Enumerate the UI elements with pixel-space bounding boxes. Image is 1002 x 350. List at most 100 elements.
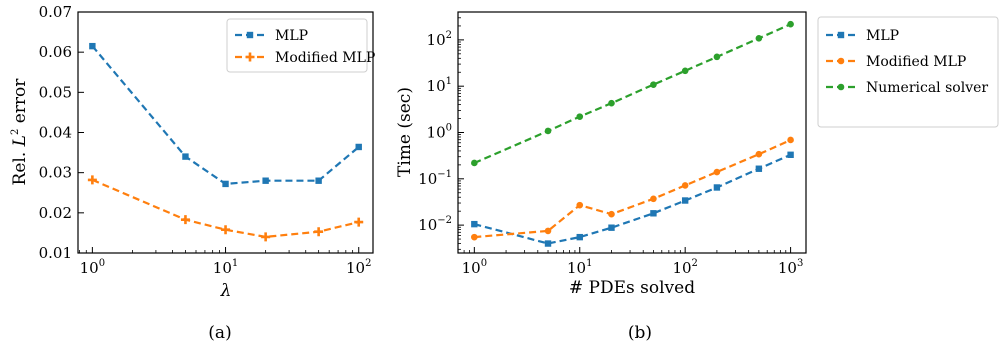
b-point-numerical-solver bbox=[755, 35, 763, 42]
b-point-numerical-solver bbox=[608, 99, 615, 107]
chart-a-legend: MLP Modified MLP bbox=[226, 18, 375, 73]
b-y-tick-label: 101 bbox=[427, 76, 452, 95]
chart-b-legend: MLP Modified MLP Numerical solver bbox=[817, 16, 999, 128]
a-y-tick-label: 0.06 bbox=[39, 43, 72, 61]
a-legend-marker-modified-mlp bbox=[245, 52, 255, 62]
b-point-modified-mlp bbox=[681, 182, 689, 189]
b-point-mlp bbox=[544, 240, 552, 247]
b-x-tick-label-base: 10 bbox=[567, 259, 586, 277]
b-point-numerical-solver bbox=[787, 20, 794, 28]
b-point-mlp bbox=[608, 224, 615, 231]
chart-a-y-axis-label-suffix: error bbox=[10, 78, 30, 129]
b-point-modified-mlp bbox=[544, 227, 552, 235]
chart-a-x-ticks: 100 101 102 bbox=[79, 247, 371, 277]
chart-b-x-ticks: 100 101 102 103 bbox=[457, 247, 803, 277]
b-y-tick-label-exp: −1 bbox=[437, 169, 452, 180]
a-x-tick-label: 101 bbox=[213, 258, 238, 277]
b-point-modified-mlp bbox=[471, 233, 478, 241]
chart-a-y-ticks: 0.01 0.02 0.03 0.04 0.05 0.06 0.07 bbox=[39, 3, 84, 262]
a-series-line-mlp bbox=[91, 45, 360, 186]
a-legend-marker-mlp bbox=[246, 31, 254, 39]
b-x-tick-label-base: 10 bbox=[462, 259, 481, 277]
b-y-tick-label-base: 10 bbox=[427, 124, 446, 142]
b-x-tick-label: 101 bbox=[567, 258, 592, 277]
chart-a-y-axis-label-sup: 2 bbox=[10, 129, 21, 135]
b-y-tick-label-base: 10 bbox=[427, 31, 446, 49]
a-point-mlp bbox=[315, 177, 322, 184]
chart-b-caption: (b) bbox=[628, 323, 652, 343]
b-point-numerical-solver bbox=[471, 159, 478, 167]
b-x-tick-label-base: 10 bbox=[672, 259, 691, 277]
a-x-tick-label-base: 10 bbox=[80, 259, 99, 277]
b-x-tick-label-exp: 2 bbox=[692, 258, 698, 269]
chart-a-y-axis-label: Rel. L2 error bbox=[10, 78, 30, 186]
b-y-tick-label-exp: 0 bbox=[446, 123, 452, 134]
b-legend-marker-modified-mlp bbox=[837, 57, 845, 65]
b-point-numerical-solver bbox=[681, 67, 689, 75]
b-y-tick-label-exp: 2 bbox=[446, 30, 452, 41]
b-point-mlp bbox=[681, 197, 689, 204]
b-series-line-mlp bbox=[474, 153, 792, 245]
chart-b-series bbox=[471, 20, 794, 247]
b-legend-label-modified-mlp: Modified MLP bbox=[866, 54, 966, 70]
a-point-modified-mlp bbox=[87, 175, 97, 185]
b-point-modified-mlp bbox=[576, 201, 584, 209]
chart-a-series bbox=[87, 42, 364, 242]
a-x-tick-label: 102 bbox=[346, 258, 371, 277]
a-y-tick-label: 0.03 bbox=[39, 164, 72, 182]
a-y-tick-label: 0.01 bbox=[39, 244, 72, 262]
b-legend-label-numerical-solver: Numerical solver bbox=[866, 80, 988, 96]
a-point-mlp bbox=[182, 153, 189, 160]
b-y-tick-label-exp: −2 bbox=[437, 215, 452, 226]
chart-b-y-axis-label: Time (sec) bbox=[395, 87, 415, 177]
a-x-tick-label-base: 10 bbox=[213, 259, 232, 277]
a-point-mlp bbox=[222, 180, 229, 188]
b-legend-marker-mlp bbox=[837, 31, 845, 39]
b-point-modified-mlp bbox=[755, 150, 763, 158]
b-y-tick-label: 10−1 bbox=[418, 169, 452, 188]
b-point-modified-mlp bbox=[608, 210, 615, 218]
a-point-modified-mlp bbox=[180, 215, 190, 225]
a-x-tick-label-base: 10 bbox=[346, 259, 365, 277]
chart-a-y-axis-label-math: L bbox=[10, 135, 30, 147]
a-y-tick-label: 0.05 bbox=[39, 83, 72, 101]
b-point-mlp bbox=[713, 184, 721, 191]
b-x-tick-label: 100 bbox=[462, 258, 487, 277]
b-point-mlp bbox=[650, 210, 657, 217]
a-y-tick-label: 0.07 bbox=[39, 3, 72, 21]
chart-b-legend-frame bbox=[817, 16, 999, 128]
b-point-numerical-solver bbox=[544, 127, 552, 135]
b-y-tick-label-base: 10 bbox=[427, 77, 446, 95]
a-y-tick-label: 0.02 bbox=[39, 204, 72, 222]
b-point-mlp bbox=[471, 220, 478, 228]
chart-a-y-axis-label-prefix: Rel. bbox=[10, 146, 30, 185]
chart-a-caption: (a) bbox=[208, 323, 231, 343]
b-x-tick-label-exp: 0 bbox=[481, 258, 487, 269]
a-point-mlp bbox=[262, 177, 269, 184]
b-y-tick-label: 102 bbox=[427, 30, 452, 49]
a-point-modified-mlp bbox=[314, 227, 324, 237]
b-series-line-modified-mlp bbox=[474, 138, 792, 239]
a-x-tick-label-exp: 2 bbox=[365, 258, 371, 269]
b-point-mlp bbox=[755, 165, 763, 172]
b-point-modified-mlp bbox=[713, 168, 721, 176]
a-series-line-modified-mlp bbox=[91, 178, 359, 239]
a-x-tick-label: 100 bbox=[80, 258, 105, 277]
a-point-mlp bbox=[355, 143, 362, 151]
b-x-tick-label: 103 bbox=[778, 258, 803, 277]
a-legend-label-mlp: MLP bbox=[275, 28, 308, 44]
b-y-tick-label: 100 bbox=[427, 123, 452, 142]
b-point-numerical-solver bbox=[713, 53, 721, 61]
b-x-tick-label-exp: 3 bbox=[797, 258, 803, 269]
b-point-modified-mlp bbox=[787, 136, 794, 144]
a-point-modified-mlp bbox=[261, 232, 271, 242]
chart-a-rel-l2-error: 0.010.020.030.040.050.060.07 100 101 102 R… bbox=[10, 3, 375, 343]
b-x-tick-label-exp: 1 bbox=[586, 258, 592, 269]
a-x-tick-label-exp: 0 bbox=[99, 258, 105, 269]
a-point-modified-mlp bbox=[221, 225, 231, 235]
b-point-modified-mlp bbox=[650, 195, 657, 203]
b-point-mlp bbox=[787, 151, 794, 158]
b-legend-marker-numerical-solver bbox=[837, 83, 845, 91]
